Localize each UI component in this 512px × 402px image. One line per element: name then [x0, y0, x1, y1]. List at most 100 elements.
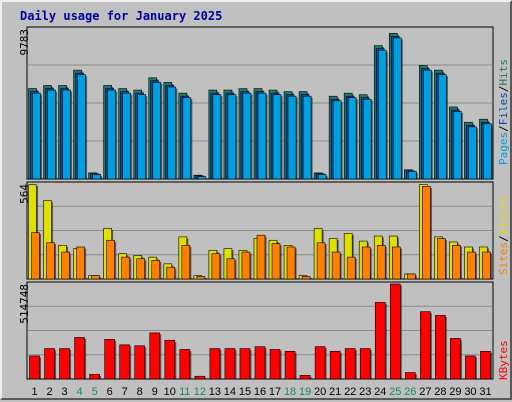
chart-title: Daily usage for January 2025 [20, 9, 223, 23]
bar-pages-19 [302, 95, 312, 180]
bar-pages-22 [347, 97, 357, 180]
day-label-15: 15 [239, 386, 251, 398]
bar-sites-16 [256, 234, 266, 280]
bar-kbytes-16 [254, 346, 266, 380]
day-label-8: 8 [137, 386, 143, 398]
day-label-18: 18 [284, 386, 296, 398]
bar-kbytes-12 [194, 375, 206, 380]
bar-pages-16 [257, 92, 267, 180]
bar-sites-17 [271, 243, 281, 280]
y-max-label-kbytes: 514748 [18, 284, 31, 324]
day-label-13: 13 [209, 386, 221, 398]
bar-kbytes-31 [480, 351, 491, 380]
bar-kbytes-29 [450, 338, 461, 380]
bar-sites-22 [346, 256, 356, 280]
legend-sep: / [497, 125, 510, 132]
legend-hits: Hits [497, 59, 510, 86]
bar-kbytes-24 [374, 302, 386, 380]
bar-sites-9 [151, 260, 161, 280]
day-label-30: 30 [464, 386, 476, 398]
bar-pages-21 [332, 100, 342, 180]
bar-pages-7 [122, 92, 131, 180]
legend-sites: Sites [497, 242, 510, 275]
bar-kbytes-2 [44, 348, 55, 380]
bar-pages-8 [137, 94, 147, 180]
bar-pages-3 [62, 89, 71, 180]
bar-sites-1 [31, 232, 40, 280]
day-label-6: 6 [107, 386, 113, 398]
day-label-7: 7 [122, 386, 128, 398]
bar-kbytes-6 [104, 339, 115, 380]
bar-sites-31 [482, 251, 491, 280]
bar-sites-26 [407, 273, 416, 280]
day-label-10: 10 [164, 386, 176, 398]
bar-kbytes-10 [164, 339, 176, 380]
bar-pages-1 [32, 92, 41, 180]
bar-pages-25 [392, 37, 402, 180]
bar-kbytes-17 [269, 349, 281, 380]
legend-hits-files-pages: Pages/Files/Hits [497, 59, 510, 165]
bar-pages-23 [362, 98, 372, 180]
bar-pages-30 [468, 126, 477, 180]
legend-kbytes: KBytes [497, 340, 510, 380]
bar-pages-20 [317, 174, 327, 180]
bar-sites-11 [181, 245, 191, 280]
bar-kbytes-8 [134, 345, 146, 380]
bar-kbytes-4 [74, 337, 85, 380]
legend-sep: / [497, 235, 510, 242]
bar-pages-29 [453, 111, 462, 180]
bar-pages-6 [107, 89, 116, 180]
bar-pages-14 [227, 94, 237, 180]
bar-pages-9 [152, 82, 162, 180]
bar-kbytes-1 [29, 355, 40, 380]
bar-kbytes-27 [420, 311, 431, 380]
bar-sites-23 [361, 246, 371, 280]
day-label-16: 16 [254, 386, 266, 398]
day-label-27: 27 [419, 386, 431, 398]
bar-sites-8 [136, 258, 146, 280]
bar-sites-27 [422, 186, 431, 280]
day-label-12: 12 [194, 386, 206, 398]
bar-sites-18 [286, 246, 296, 280]
day-label-24: 24 [374, 386, 386, 398]
bar-kbytes-28 [435, 315, 446, 380]
day-label-31: 31 [479, 386, 491, 398]
bar-kbytes-18 [284, 351, 296, 380]
bar-pages-10 [167, 86, 177, 180]
bar-pages-4 [77, 74, 86, 180]
day-label-14: 14 [224, 386, 236, 398]
bar-sites-15 [241, 251, 251, 280]
bar-sites-29 [452, 245, 461, 280]
bar-pages-5 [92, 174, 101, 180]
bar-kbytes-25 [389, 283, 401, 380]
bar-sites-10 [166, 266, 176, 280]
bar-pages-11 [182, 97, 192, 180]
y-max-label-hits-files-pages: 9783 [18, 29, 31, 56]
bar-kbytes-3 [59, 348, 70, 380]
day-label-29: 29 [449, 386, 461, 398]
legend-visits: Visits [497, 196, 510, 236]
day-label-4: 4 [77, 386, 83, 398]
bar-pages-12 [197, 176, 207, 180]
bar-pages-2 [47, 89, 56, 180]
bar-sites-19 [301, 276, 311, 280]
bar-pages-17 [272, 94, 282, 180]
legend-visits-sites: Sites/Visits [497, 196, 510, 276]
bar-pages-13 [212, 94, 222, 180]
bar-sites-30 [467, 251, 476, 280]
bar-sites-21 [331, 251, 341, 280]
day-label-1: 1 [31, 386, 37, 398]
day-label-26: 26 [404, 386, 416, 398]
day-label-11: 11 [179, 386, 190, 398]
day-label-19: 19 [299, 386, 311, 398]
day-label-9: 9 [152, 386, 158, 398]
bar-sites-3 [61, 251, 70, 280]
bar-pages-28 [438, 74, 447, 180]
day-label-22: 22 [344, 386, 356, 398]
legend-sep: / [497, 86, 510, 93]
day-label-3: 3 [62, 386, 68, 398]
bar-kbytes-7 [119, 344, 130, 380]
bar-sites-4 [76, 246, 85, 280]
